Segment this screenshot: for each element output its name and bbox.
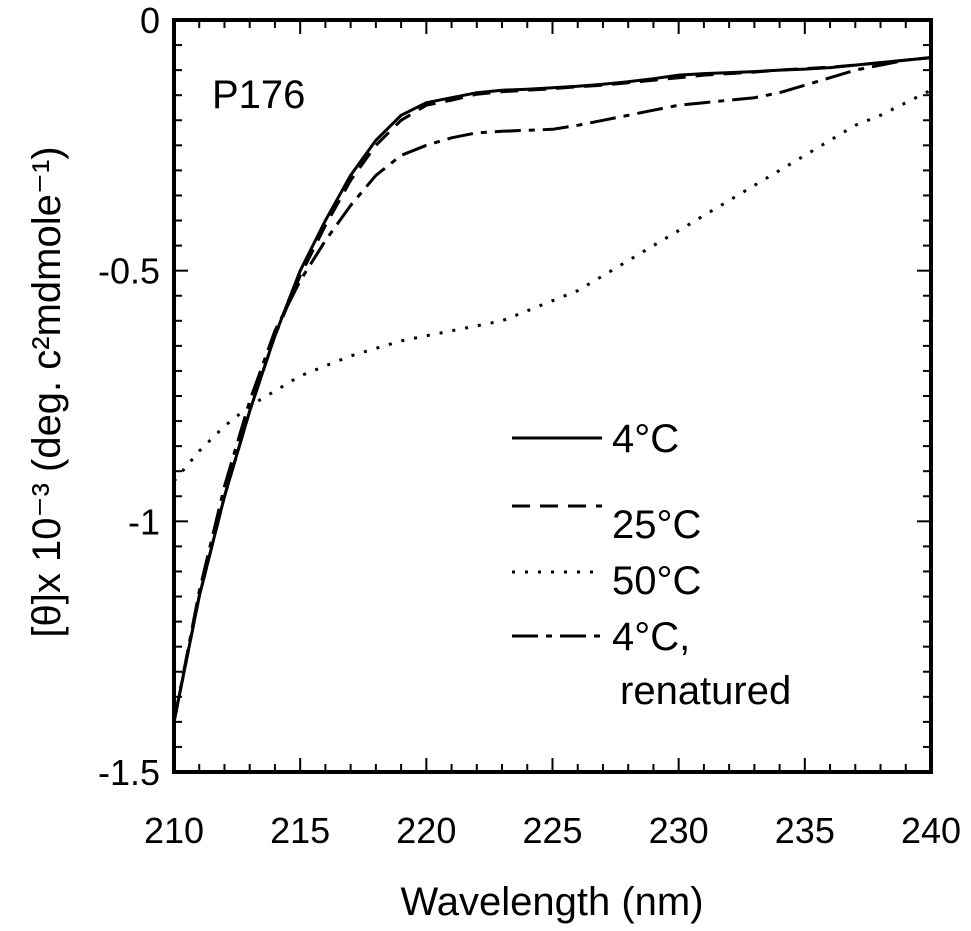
legend: 4°C 25°C 50°C 4°C, renatured	[512, 417, 791, 713]
y-axis-title: [θ]x 10⁻³ (deg. c²mdmole⁻¹)	[25, 146, 69, 637]
series-line-2	[172, 88, 932, 483]
panel-label: P176	[212, 73, 305, 117]
legend-label-25c: 25°C	[612, 503, 701, 547]
series-line-1	[172, 56, 932, 723]
legend-label-50c: 50°C	[612, 559, 701, 603]
y-tick-label: -1.5	[98, 752, 160, 793]
x-tick-label: 220	[396, 810, 456, 851]
y-tick-label: -1	[128, 501, 160, 542]
x-axis-title: Wavelength (nm)	[400, 880, 703, 924]
y-tick-label: 0	[140, 0, 160, 41]
x-tick-label: 225	[522, 810, 582, 851]
x-tick-label: 240	[901, 810, 961, 851]
series-line-3	[172, 56, 932, 723]
x-tick-label: 215	[270, 810, 330, 851]
y-tick-label: -0.5	[98, 251, 160, 292]
x-tick-label: 210	[144, 810, 204, 851]
x-tick-label: 235	[775, 810, 835, 851]
tick-layer	[173, 19, 932, 773]
legend-label-4c-renatured-line2: renatured	[620, 669, 791, 713]
legend-label-4c: 4°C	[612, 417, 679, 461]
legend-label-4c-renatured-line1: 4°C,	[612, 615, 690, 659]
series-layer	[172, 56, 932, 723]
x-tick-label: 230	[649, 810, 709, 851]
series-line-0	[172, 56, 932, 723]
tick-label-layer: 210 215 220 225 230 235 240 0 -0.5 -1 -1.5	[98, 0, 961, 851]
legend-label-4c-renatured: 4°C, renatured	[612, 615, 791, 713]
